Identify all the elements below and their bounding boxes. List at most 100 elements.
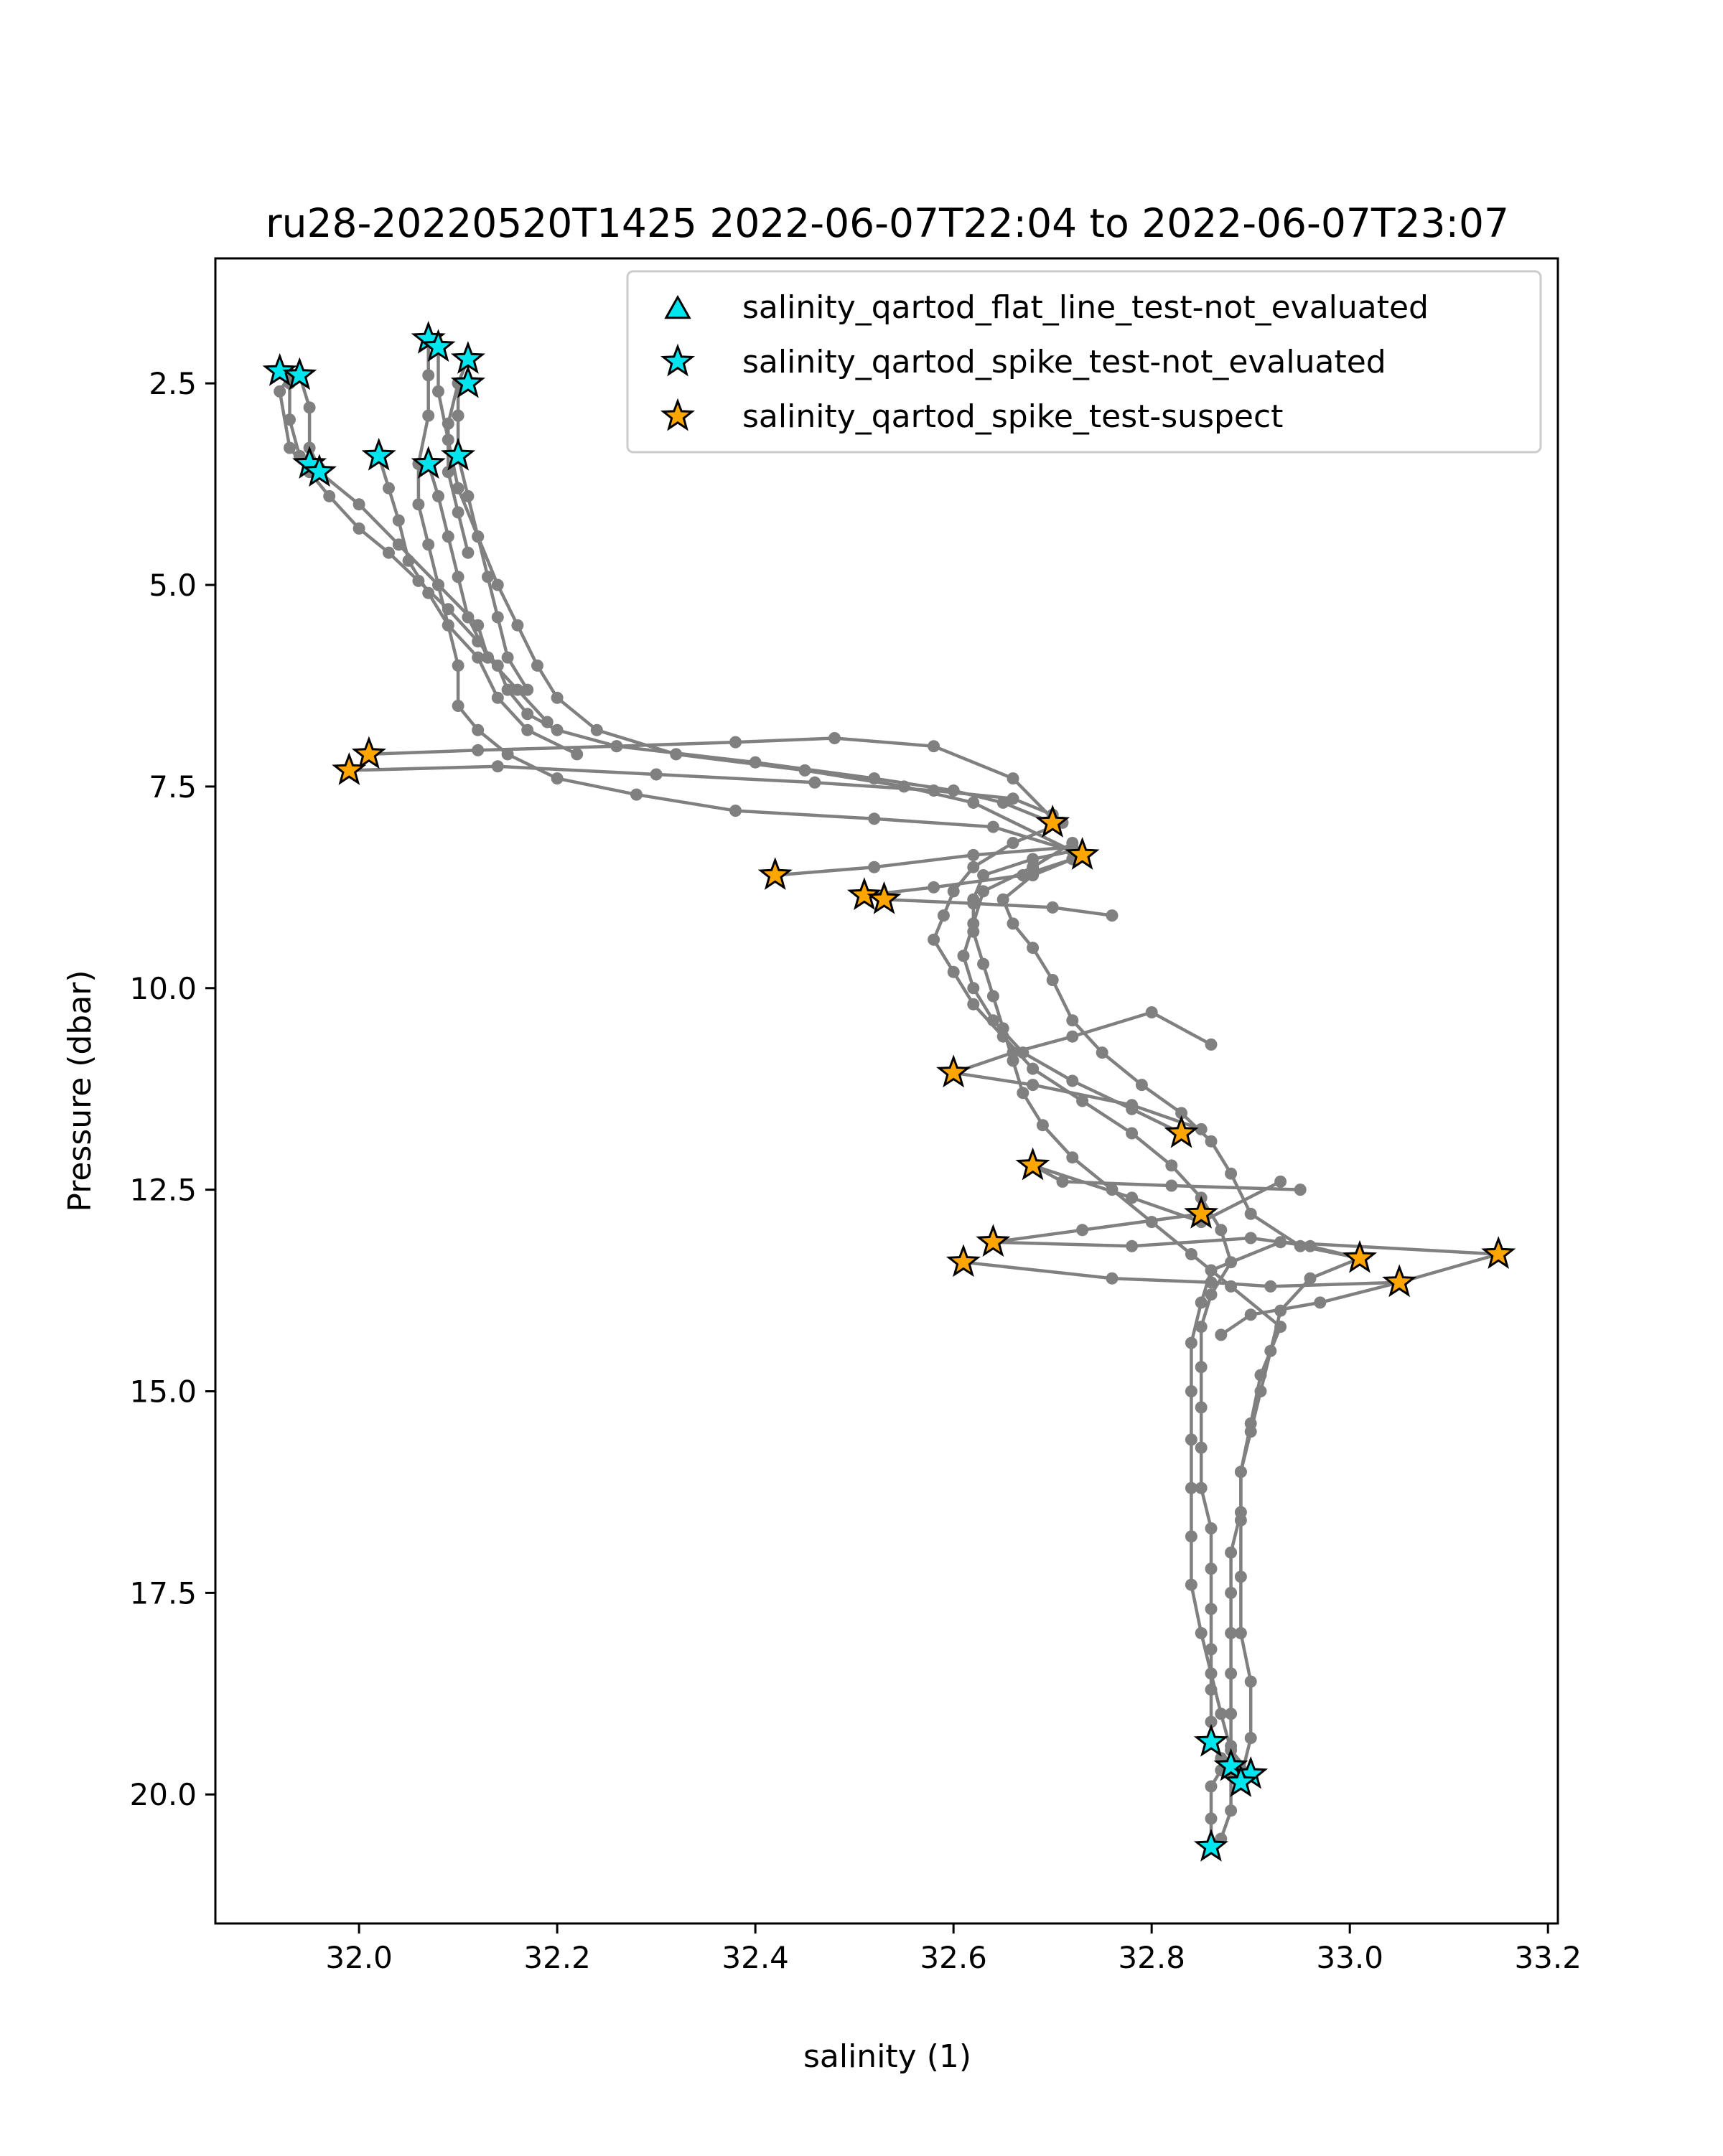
flag-star-marker	[1193, 1829, 1228, 1862]
profile-point	[1205, 1812, 1218, 1825]
profile-point	[1234, 1466, 1247, 1478]
flag-star-marker	[1035, 805, 1070, 838]
profile-point	[352, 522, 365, 535]
profile-point	[392, 514, 405, 527]
profile-point	[511, 683, 524, 696]
profile-point	[947, 885, 960, 898]
y-tick-label: 7.5	[149, 769, 197, 805]
y-tick-label: 20.0	[129, 1777, 197, 1812]
profile-point	[947, 965, 960, 978]
profile-point	[1215, 1328, 1228, 1341]
flag-star-marker	[1193, 1723, 1228, 1757]
profile-point	[1027, 942, 1040, 955]
profile-line	[1032, 1163, 1301, 1191]
x-tick-label: 32.2	[523, 1940, 591, 1975]
y-axis: 2.5 5.0 7.5 10.0 12.5 15.0 17.5 20.0	[129, 366, 215, 1812]
profile-point	[1244, 1207, 1257, 1220]
profile-point	[1254, 1385, 1267, 1397]
profile-point	[1314, 1296, 1327, 1309]
profile-point	[1076, 1095, 1089, 1107]
profile-point	[967, 917, 980, 930]
profile-point	[1126, 1191, 1139, 1204]
profile-point	[897, 780, 910, 793]
profile-point	[1244, 1308, 1257, 1321]
profile-point	[1205, 1562, 1218, 1575]
legend-entry-label: salinity_qartod_spike_test-not_evaluated	[742, 344, 1386, 380]
profile-point	[1017, 869, 1029, 881]
profile-point	[1076, 1224, 1089, 1237]
profile-point	[1225, 1707, 1238, 1720]
profile-point	[1195, 1122, 1208, 1135]
flag-star-marker	[361, 438, 396, 471]
profile-point	[1046, 901, 1059, 914]
profile-point	[1007, 917, 1019, 930]
profile-point	[1175, 1107, 1188, 1120]
y-tick-label: 10.0	[129, 971, 197, 1006]
flag-star-marker	[1481, 1236, 1516, 1269]
profile-point	[412, 498, 425, 511]
profile-point	[1244, 1732, 1257, 1745]
profile-point	[1225, 1667, 1238, 1680]
profile-point	[1225, 1804, 1238, 1817]
profile-point	[986, 1014, 999, 1027]
profile-line	[377, 455, 578, 756]
profile-point	[1215, 1707, 1228, 1720]
profile-point	[462, 546, 475, 559]
profile-point	[1205, 1522, 1218, 1534]
legend-entry-label: salinity_qartod_spike_test-suspect	[742, 398, 1283, 435]
flag-star-marker	[1164, 1115, 1199, 1148]
profile-point	[432, 385, 444, 398]
flag-star-marker	[450, 365, 485, 398]
profile-point	[996, 796, 1009, 809]
profile-point	[937, 909, 950, 922]
profile-point	[472, 619, 485, 632]
legend-triangle-icon	[664, 294, 691, 319]
profile-point	[986, 820, 999, 833]
profile-line	[864, 857, 1073, 897]
profile-point	[928, 933, 940, 946]
profile-line	[426, 463, 548, 723]
flag-star-marker	[282, 357, 317, 390]
profile-point	[1066, 1074, 1079, 1087]
flag-star-marker	[846, 877, 882, 910]
profile-point	[1205, 1715, 1218, 1728]
flag-star-marker	[411, 446, 446, 479]
profile-segment-28	[442, 377, 475, 559]
profile-point	[1007, 837, 1019, 849]
profile-point	[986, 990, 999, 1003]
flag-star-marker	[1342, 1239, 1378, 1273]
flag-star-marker	[332, 752, 367, 785]
profile-point	[1225, 1546, 1238, 1559]
profile-point	[808, 776, 821, 789]
profile-point	[928, 881, 940, 894]
profile-point	[452, 700, 464, 712]
profile-point	[521, 723, 534, 736]
profile-line	[775, 845, 1073, 877]
profile-point	[442, 530, 454, 543]
profile-point	[729, 805, 742, 817]
profile-point	[610, 740, 623, 753]
profile-point	[1185, 1433, 1197, 1446]
profile-point	[442, 466, 454, 479]
profile-point	[383, 546, 395, 559]
profile-point	[1205, 1288, 1218, 1301]
profile-point	[482, 651, 494, 664]
y-axis-label: Pressure (dbar)	[62, 970, 98, 1211]
profile-point	[452, 659, 464, 672]
profile-point	[511, 619, 524, 632]
profile-point	[551, 723, 564, 736]
profile-point	[590, 723, 603, 736]
profile-point	[798, 764, 811, 777]
profile-point	[1185, 1481, 1197, 1494]
profile-point	[491, 760, 504, 773]
profile-point	[482, 571, 494, 583]
profile-point	[284, 441, 296, 454]
profile-point	[521, 708, 534, 721]
profile-point	[442, 417, 454, 430]
profile-point	[1126, 1102, 1139, 1115]
flag-star-marker	[351, 736, 386, 769]
profile-point	[452, 409, 464, 422]
flag-star-marker	[1065, 837, 1100, 870]
